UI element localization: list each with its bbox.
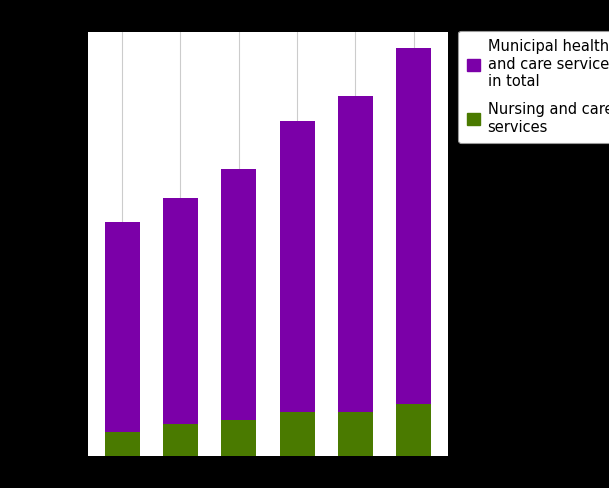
Legend: Municipal health
and care services
in total, Nursing and care
services: Municipal health and care services in to… [459,31,609,143]
Bar [338,412,373,456]
Bar [396,48,431,404]
Bar [280,121,315,412]
Bar [338,97,373,412]
Bar [105,222,139,432]
Bar [396,404,431,456]
Bar [105,432,139,456]
Bar [163,198,198,424]
Bar [221,420,256,456]
Bar [280,412,315,456]
Bar [163,424,198,456]
Bar [221,169,256,420]
